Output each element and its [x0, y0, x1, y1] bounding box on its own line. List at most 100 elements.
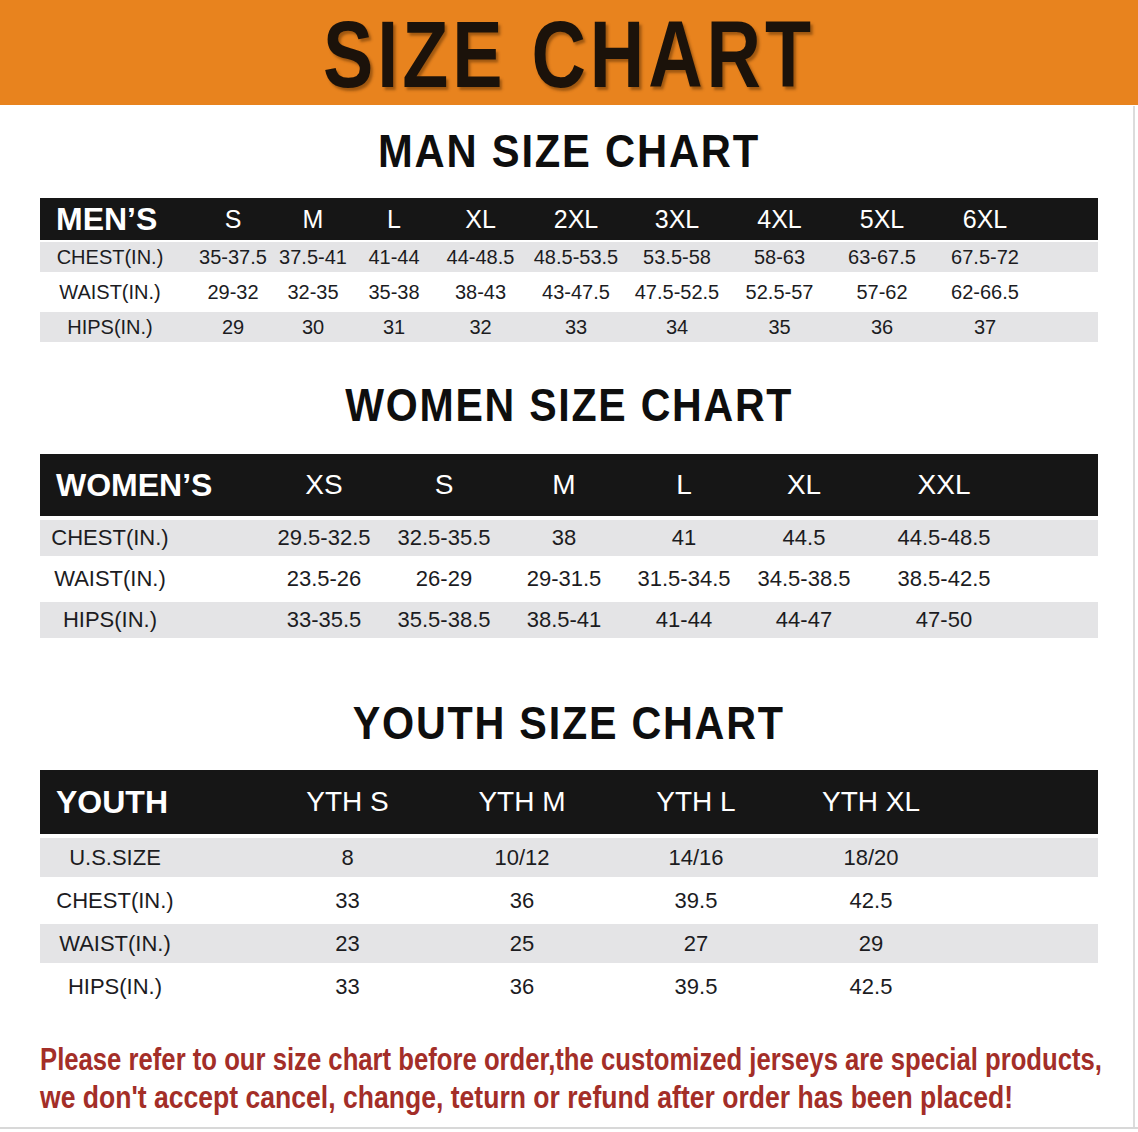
- column-header: S: [193, 205, 273, 234]
- bottom-edge-line: [0, 1127, 1138, 1129]
- banner-title: SIZE CHART: [323, 0, 815, 109]
- disclaimer-line-2: we don't accept cancel, change, teturn o…: [40, 1079, 1013, 1117]
- youth-section-title: YOUTH SIZE CHART: [0, 699, 1138, 746]
- column-header: XL: [435, 205, 526, 234]
- size-value: 32-35: [273, 281, 353, 304]
- size-value: 44-48.5: [435, 246, 526, 269]
- column-header: XL: [744, 469, 864, 501]
- size-value: 38.5-42.5: [864, 566, 1024, 592]
- size-value: 42.5: [783, 974, 959, 1000]
- size-value: 37.5-41: [273, 246, 353, 269]
- size-value: 8: [260, 845, 435, 871]
- size-value: 10/12: [435, 845, 609, 871]
- size-value: 18/20: [783, 845, 959, 871]
- size-value: 14/16: [609, 845, 783, 871]
- column-header: L: [624, 469, 744, 501]
- size-value: 41-44: [353, 246, 435, 269]
- size-value: 36: [831, 316, 933, 339]
- size-value: 23.5-26: [264, 566, 384, 592]
- size-value: 29.5-32.5: [264, 525, 384, 551]
- size-value: 47.5-52.5: [626, 281, 728, 304]
- column-header: 3XL: [626, 205, 728, 234]
- size-value: 39.5: [609, 974, 783, 1000]
- size-value: 67.5-72: [933, 246, 1037, 269]
- size-value: 30: [273, 316, 353, 339]
- column-header: YTH XL: [783, 786, 959, 818]
- size-value: 33: [260, 888, 435, 914]
- row-label: WAIST(IN.): [40, 281, 193, 304]
- table-corner-label: MEN’S: [40, 201, 193, 238]
- men-size-table: MEN’SSMLXL2XL3XL4XL5XL6XL CHEST(IN.)35-37…: [40, 198, 1098, 342]
- column-header: YTH L: [609, 786, 783, 818]
- table-corner-label: YOUTH: [40, 784, 260, 821]
- size-value: 23: [260, 931, 435, 957]
- size-value: 35.5-38.5: [384, 607, 504, 633]
- size-value: 44-47: [744, 607, 864, 633]
- row-label: CHEST(IN.): [40, 525, 264, 551]
- size-value: 35-38: [353, 281, 435, 304]
- table-corner-label: WOMEN’S: [40, 467, 264, 504]
- size-value: 42.5: [783, 888, 959, 914]
- size-value: 35: [728, 316, 831, 339]
- row-label: HIPS(IN.): [40, 974, 260, 1000]
- column-header: 6XL: [933, 205, 1037, 234]
- size-value: 58-63: [728, 246, 831, 269]
- size-value: 63-67.5: [831, 246, 933, 269]
- column-header: XS: [264, 469, 384, 501]
- size-value: 31.5-34.5: [624, 566, 744, 592]
- size-value: 44.5: [744, 525, 864, 551]
- size-value: 33: [260, 974, 435, 1000]
- size-value: 32.5-35.5: [384, 525, 504, 551]
- youth-size-table: YOUTHYTH SYTH MYTH LYTH XL U.S.SIZE810/12…: [40, 770, 1098, 1006]
- column-header: YTH S: [260, 786, 435, 818]
- size-value: 62-66.5: [933, 281, 1037, 304]
- column-header: M: [273, 205, 353, 234]
- row-label: U.S.SIZE: [40, 845, 260, 871]
- size-value: 52.5-57: [728, 281, 831, 304]
- column-header: S: [384, 469, 504, 501]
- size-chart-banner: SIZE CHART: [0, 0, 1138, 105]
- right-edge-line: [1133, 106, 1135, 1128]
- size-value: 38-43: [435, 281, 526, 304]
- size-value: 25: [435, 931, 609, 957]
- size-value: 41-44: [624, 607, 744, 633]
- column-header: 5XL: [831, 205, 933, 234]
- column-header: 4XL: [728, 205, 831, 234]
- size-value: 33: [526, 316, 626, 339]
- men-section-title: MAN SIZE CHART: [0, 127, 1138, 174]
- size-value: 43-47.5: [526, 281, 626, 304]
- size-value: 57-62: [831, 281, 933, 304]
- column-header: M: [504, 469, 624, 501]
- row-label: HIPS(IN.): [40, 316, 193, 339]
- size-value: 29: [783, 931, 959, 957]
- row-label: WAIST(IN.): [40, 931, 260, 957]
- size-value: 29-32: [193, 281, 273, 304]
- size-value: 37: [933, 316, 1037, 339]
- size-value: 29-31.5: [504, 566, 624, 592]
- size-value: 34.5-38.5: [744, 566, 864, 592]
- size-value: 32: [435, 316, 526, 339]
- size-value: 53.5-58: [626, 246, 728, 269]
- column-header: L: [353, 205, 435, 234]
- size-value: 39.5: [609, 888, 783, 914]
- size-value: 38: [504, 525, 624, 551]
- size-value: 33-35.5: [264, 607, 384, 633]
- column-header: XXL: [864, 469, 1024, 501]
- size-value: 27: [609, 931, 783, 957]
- disclaimer-note: Please refer to our size chart before or…: [40, 1041, 1138, 1117]
- women-size-table: WOMEN’SXSSMLXLXXL CHEST(IN.)29.5-32.532.5…: [40, 454, 1098, 638]
- row-label: HIPS(IN.): [40, 607, 264, 633]
- size-value: 47-50: [864, 607, 1024, 633]
- size-value: 29: [193, 316, 273, 339]
- row-label: WAIST(IN.): [40, 566, 264, 592]
- size-value: 31: [353, 316, 435, 339]
- row-label: CHEST(IN.): [40, 246, 193, 269]
- size-value: 26-29: [384, 566, 504, 592]
- size-value: 44.5-48.5: [864, 525, 1024, 551]
- size-value: 35-37.5: [193, 246, 273, 269]
- column-header: YTH M: [435, 786, 609, 818]
- size-value: 36: [435, 974, 609, 1000]
- size-value: 36: [435, 888, 609, 914]
- column-header: 2XL: [526, 205, 626, 234]
- disclaimer-line-1: Please refer to our size chart before or…: [40, 1041, 1102, 1079]
